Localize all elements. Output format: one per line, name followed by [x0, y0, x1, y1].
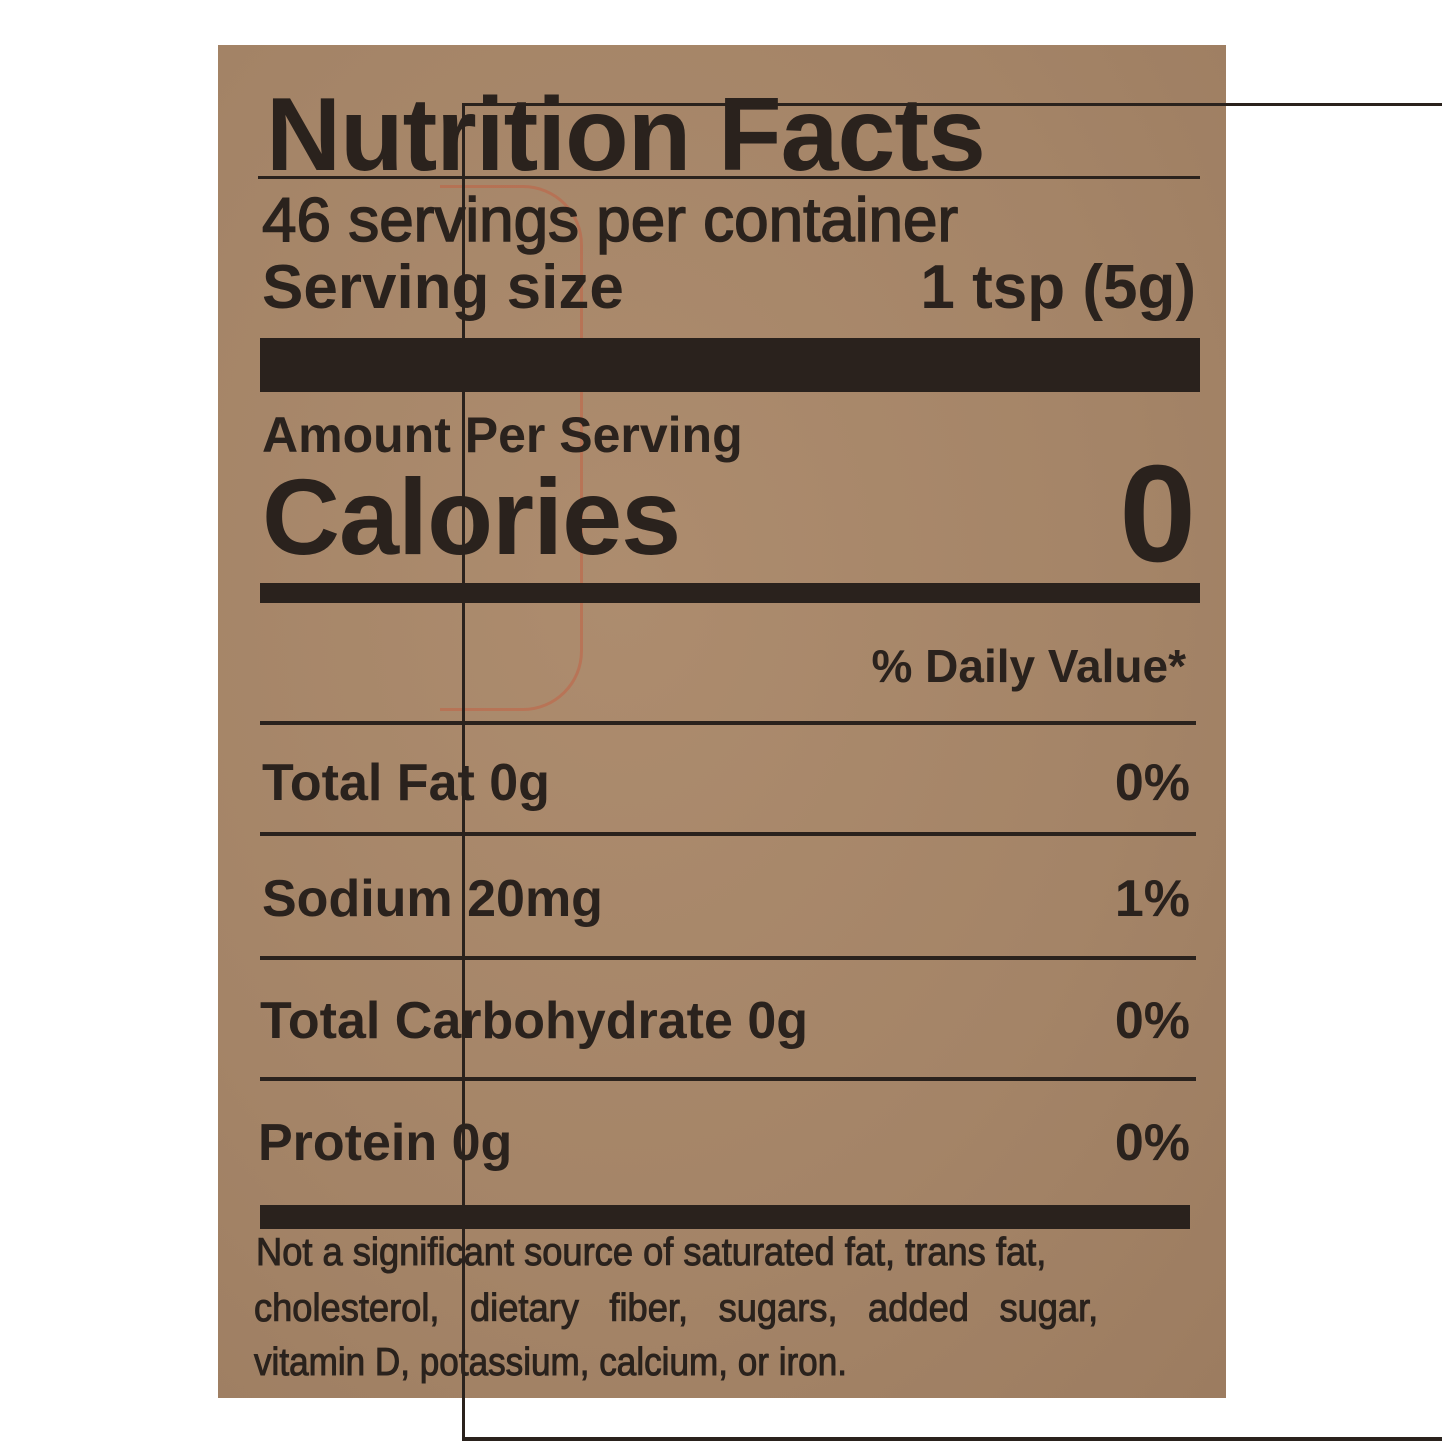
divider — [260, 832, 1196, 836]
calories-label: Calories — [262, 456, 681, 577]
nutrient-label: Sodium 20mg — [262, 870, 603, 928]
nutrient-dv: 0% — [1114, 992, 1190, 1050]
nutrient-dv: 1% — [1114, 870, 1190, 928]
label-frame — [462, 103, 1442, 1441]
divider — [258, 176, 1200, 179]
nutrient-label: Total Carbohydrate 0g — [260, 992, 809, 1050]
nutrient-dv: 0% — [1114, 1114, 1190, 1172]
label-title: Nutrition Facts — [266, 77, 986, 193]
daily-value-header: % Daily Value* — [871, 640, 1187, 692]
footnote-line: Not a significant source of saturated fa… — [256, 1231, 1047, 1274]
calories-value: 0 — [1119, 437, 1196, 591]
servings-per-container: 46 servings per container — [261, 186, 959, 255]
divider — [260, 721, 1196, 725]
nutrition-label: Nutrition Facts 46 servings per containe… — [218, 45, 1442, 1441]
serving-size-value: 1 tsp (5g) — [920, 253, 1196, 322]
footnote-line: cholesterol, dietary fiber, sugars, adde… — [254, 1287, 1099, 1330]
divider — [260, 1077, 1196, 1081]
footnote-line: vitamin D, potassium, calcium, or iron. — [254, 1341, 848, 1384]
red-stamp-mark — [440, 185, 583, 711]
medium-divider — [260, 583, 1200, 603]
serving-size-label: Serving size — [262, 253, 624, 322]
thick-divider — [260, 338, 1200, 392]
nutrient-label: Protein 0g — [258, 1114, 513, 1172]
nutrient-dv: 0% — [1114, 754, 1190, 812]
divider — [260, 956, 1196, 960]
nutrient-label: Total Fat 0g — [262, 754, 550, 812]
thick-divider — [260, 1205, 1190, 1229]
amount-per-serving: Amount Per Serving — [262, 407, 743, 463]
